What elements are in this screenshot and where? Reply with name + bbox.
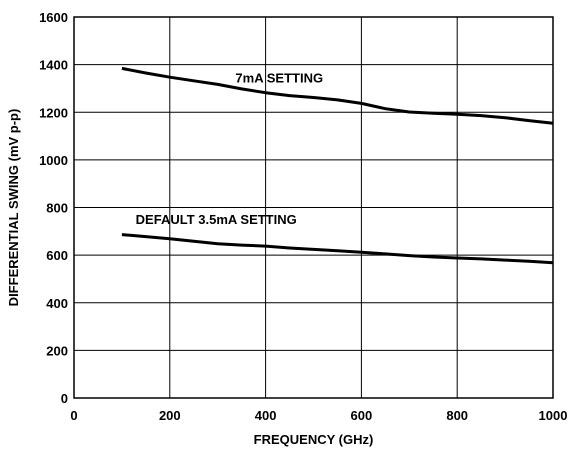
y-tick-label: 1600 (39, 10, 68, 25)
y-tick-label: 0 (61, 391, 68, 406)
series-label-0: 7mA SETTING (235, 70, 323, 85)
grid (74, 17, 553, 398)
y-tick-label: 200 (46, 343, 68, 358)
y-tick-label: 1000 (39, 153, 68, 168)
x-tick-label: 1000 (539, 408, 568, 423)
x-tick-labels: 0 200 400 600 800 1000 (70, 408, 567, 423)
y-axis-label: DIFFERENTIAL SWING (mV p-p) (6, 109, 21, 307)
y-tick-label: 800 (46, 201, 68, 216)
y-tick-label: 1400 (39, 58, 68, 73)
x-tick-label: 200 (159, 408, 181, 423)
plot-frame (73, 16, 554, 399)
series-label-1: DEFAULT 3.5mA SETTING (136, 212, 297, 227)
x-tick-label: 0 (70, 408, 77, 423)
y-tick-label: 600 (46, 248, 68, 263)
x-tick-label: 600 (351, 408, 373, 423)
y-tick-labels: 0 200 400 600 800 1000 1200 1400 1600 (39, 10, 68, 406)
series-line-0 (121, 66, 554, 125)
x-tick-label: 800 (446, 408, 468, 423)
x-axis-label: FREQUENCY (GHz) (254, 432, 374, 447)
y-tick-label: 400 (46, 296, 68, 311)
x-tick-label: 400 (255, 408, 277, 423)
series-lines (121, 66, 554, 265)
series-line-1 (121, 233, 554, 265)
y-tick-label: 1200 (39, 105, 68, 120)
series-labels: 7mA SETTING DEFAULT 3.5mA SETTING (136, 70, 323, 227)
